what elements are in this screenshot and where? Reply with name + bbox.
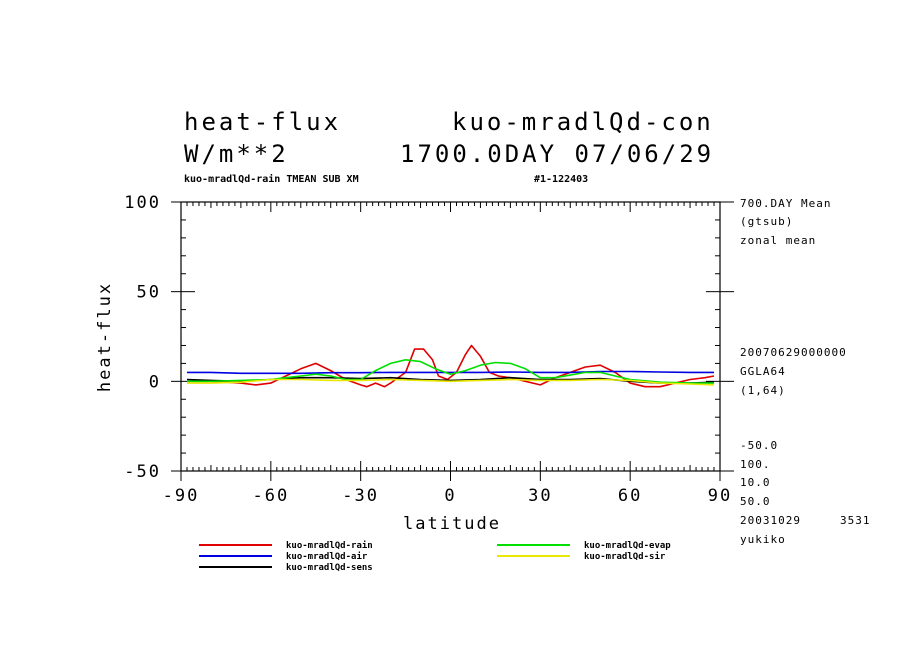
- y-tick-label: 50: [137, 283, 161, 303]
- side-info-interval: 10.0: [740, 476, 771, 489]
- title-right: kuo-mradlQd-con: [452, 108, 714, 136]
- series-line-evap: [187, 358, 714, 384]
- series-line-air: [187, 370, 714, 375]
- legend-label-evap: kuo-mradlQd-evap: [584, 541, 671, 551]
- y-tick-label: 0: [149, 372, 161, 392]
- side-info-source: (gtsub): [740, 215, 793, 228]
- x-axis-label: latitude: [403, 514, 501, 534]
- time-stamp: 1700.0DAY 07/06/29: [400, 140, 714, 168]
- side-info-min: -50.0: [740, 439, 778, 452]
- subtitle-left: kuo-mradlQd-rain TMEAN SUB XM: [184, 173, 359, 185]
- side-info-grid: GGLA64: [740, 365, 786, 378]
- x-tick-label: 60: [618, 486, 642, 506]
- legend-label-rain: kuo-mradlQd-rain: [286, 540, 373, 551]
- side-info-scale: 50.0: [740, 495, 771, 508]
- side-info-max: 100.: [740, 458, 771, 471]
- side-info-date: 20031029: [740, 514, 801, 527]
- x-tick-label: 30: [528, 486, 552, 506]
- title-left: heat-flux: [184, 108, 341, 136]
- legend-label-air: kuo-mradlQd-air: [286, 551, 368, 562]
- series-line-sir: [187, 378, 715, 386]
- x-tick-label: -60: [252, 486, 289, 506]
- axis-tick-labels: -90 -60 -30 0 30 60 90 -50 0 50 100: [124, 193, 732, 506]
- side-info-datetime: 20070629000000: [740, 346, 847, 359]
- series-lines: [186, 344, 715, 388]
- plot-frame: [180, 201, 721, 472]
- series-line-rain: [187, 344, 715, 388]
- y-tick-label: -50: [124, 462, 161, 482]
- side-info-number: 3531: [840, 514, 871, 527]
- subtitle-right: #1-122403: [534, 174, 588, 185]
- legend-label-sir: kuo-mradlQd-sir: [584, 551, 666, 562]
- side-info-mean: 700.DAY Mean: [740, 197, 831, 210]
- y-axis-label: heat-flux: [95, 282, 115, 392]
- side-info-zonal: zonal mean: [740, 234, 816, 247]
- units-label: W/m**2: [184, 140, 289, 168]
- x-tick-label: -90: [163, 486, 200, 506]
- x-tick-label: 0: [444, 486, 456, 506]
- legend: kuo-mradlQd-rain kuo-mradlQd-air kuo-mra…: [199, 540, 671, 573]
- side-info-range: (1,64): [740, 384, 786, 397]
- x-tick-label: -30: [342, 486, 379, 506]
- axis-ticks: [171, 201, 734, 481]
- legend-label-sens: kuo-mradlQd-sens: [286, 563, 373, 573]
- side-info-user: yukiko: [740, 533, 786, 546]
- y-tick-label: 100: [124, 193, 161, 213]
- x-tick-label: 90: [708, 486, 732, 506]
